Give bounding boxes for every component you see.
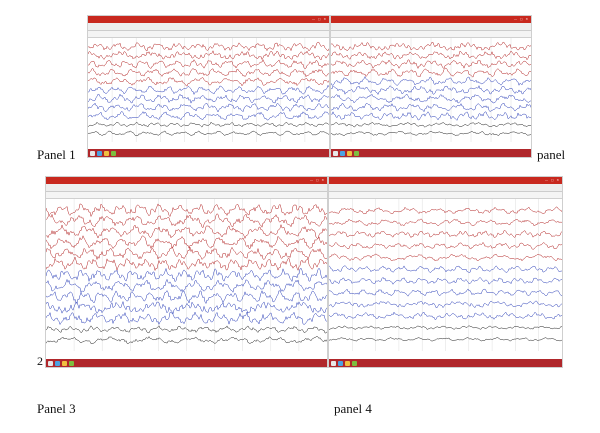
eeg-channel-trace — [329, 230, 562, 239]
eeg-channel-trace — [88, 76, 329, 87]
eeg-channel-trace — [46, 311, 327, 326]
file-explorer-icon[interactable] — [347, 150, 352, 156]
eeg-channel-trace — [88, 102, 329, 113]
taskbar — [331, 149, 531, 157]
eeg-channel-trace — [88, 50, 329, 61]
taskbar — [46, 359, 327, 367]
eeg-channel-trace — [46, 235, 327, 250]
eeg-channel-trace — [331, 59, 531, 70]
window-controls[interactable]: — ▢ ✕ — [309, 178, 325, 182]
eeg-traces — [46, 199, 327, 351]
panel-2-caption: panel — [537, 147, 566, 162]
app-icon[interactable] — [352, 360, 357, 366]
eeg-channel-trace — [331, 93, 531, 104]
eeg-channel-trace — [46, 213, 327, 229]
eeg-channel-trace — [331, 102, 531, 113]
eeg-channel-trace — [46, 245, 327, 261]
eeg-channel-trace — [329, 288, 562, 297]
eeg-channel-trace — [331, 84, 531, 96]
window-controls[interactable]: — ▢ ✕ — [311, 17, 327, 21]
app-icon[interactable] — [69, 360, 74, 366]
windows-start-icon[interactable] — [90, 150, 95, 156]
eeg-channel-trace — [88, 84, 329, 96]
panel-3-screenshot: — ▢ ✕ FileOptionsShowSel EpochScrollCurs… — [45, 176, 328, 368]
eeg-channel-trace — [46, 289, 327, 305]
internet-explorer-icon[interactable] — [55, 360, 60, 366]
windows-start-icon[interactable] — [333, 150, 338, 156]
file-explorer-icon[interactable] — [345, 360, 350, 366]
windows-start-icon[interactable] — [48, 360, 53, 366]
menu-bar: FileOptionsShowSel EpochScrollCursorPlay… — [331, 23, 531, 37]
eeg-channel-trace — [46, 300, 327, 315]
panel-2-screenshot: — ▢ ✕ FileOptionsShowSel EpochScrollCurs… — [330, 15, 532, 158]
eeg-traces — [329, 199, 562, 351]
eeg-channel-trace — [329, 276, 562, 285]
taskbar — [88, 149, 329, 157]
toolbar — [331, 31, 531, 38]
eeg-channel-trace — [329, 253, 562, 262]
eeg-channel-trace — [329, 311, 562, 320]
eeg-channel-trace — [46, 267, 327, 283]
eeg-channel-trace — [331, 67, 531, 78]
title-bar: — ▢ ✕ — [331, 16, 531, 23]
eeg-channel-trace — [329, 325, 562, 330]
eeg-channel-trace — [329, 206, 562, 215]
eeg-channel-trace — [88, 93, 329, 104]
eeg-channel-trace — [46, 256, 327, 272]
panel-4-caption: panel 4 — [334, 401, 372, 416]
title-bar: — ▢ ✕ — [46, 177, 327, 184]
panel-1-screenshot: — ▢ ✕ FileOptionsShowSel EpochScrollCurs… — [87, 15, 330, 158]
menu-bar: FileOptionsShowSel EpochScrollCursorPlay… — [88, 23, 329, 37]
app-icon[interactable] — [354, 150, 359, 156]
eeg-channel-trace — [331, 121, 531, 128]
title-bar: — ▢ ✕ — [88, 16, 329, 23]
eeg-channel-trace — [88, 130, 329, 137]
eeg-traces — [331, 38, 531, 142]
panel-3-number: 2 — [37, 354, 43, 368]
eeg-channel-trace — [331, 130, 531, 137]
panel-4-screenshot: — ▢ ✕ FileOptionsShowSel EpochScrollCurs… — [328, 176, 563, 368]
eeg-channel-trace — [331, 76, 531, 86]
file-explorer-icon[interactable] — [104, 150, 109, 156]
eeg-channel-trace — [331, 50, 531, 61]
eeg-channel-trace — [88, 58, 329, 69]
menu-bar: FileOptionsShowSel EpochScrollCursorPlay… — [46, 184, 327, 198]
eeg-channel-trace — [88, 41, 329, 52]
internet-explorer-icon[interactable] — [338, 360, 343, 366]
taskbar — [329, 359, 562, 367]
eeg-channel-trace — [329, 218, 562, 227]
window-controls[interactable]: — ▢ ✕ — [544, 178, 560, 182]
eeg-channel-trace — [329, 337, 562, 342]
toolbar — [329, 192, 562, 199]
window-controls[interactable]: — ▢ ✕ — [513, 17, 529, 21]
eeg-channel-trace — [329, 241, 562, 250]
menu-bar: FileOptionsShowSel EpochScrollCursorPlay… — [329, 184, 562, 198]
eeg-channel-trace — [329, 265, 562, 273]
eeg-channel-trace — [329, 300, 562, 309]
toolbar — [88, 31, 329, 38]
eeg-channel-trace — [46, 325, 327, 334]
panel-3-caption: Panel 3 — [37, 401, 76, 416]
eeg-channel-trace — [46, 203, 327, 218]
eeg-channel-trace — [331, 111, 531, 121]
eeg-channel-trace — [88, 67, 329, 78]
eeg-channel-trace — [46, 223, 327, 240]
eeg-channel-trace — [331, 41, 531, 52]
internet-explorer-icon[interactable] — [97, 150, 102, 156]
eeg-traces — [88, 38, 329, 142]
file-explorer-icon[interactable] — [62, 360, 67, 366]
windows-start-icon[interactable] — [331, 360, 336, 366]
toolbar — [46, 192, 327, 199]
eeg-channel-trace — [46, 336, 327, 345]
internet-explorer-icon[interactable] — [340, 150, 345, 156]
app-icon[interactable] — [111, 150, 116, 156]
panel-1-caption: Panel 1 — [37, 147, 76, 162]
eeg-channel-trace — [88, 111, 329, 121]
eeg-channel-trace — [46, 278, 327, 294]
title-bar: — ▢ ✕ — [329, 177, 562, 184]
eeg-channel-trace — [88, 121, 329, 128]
